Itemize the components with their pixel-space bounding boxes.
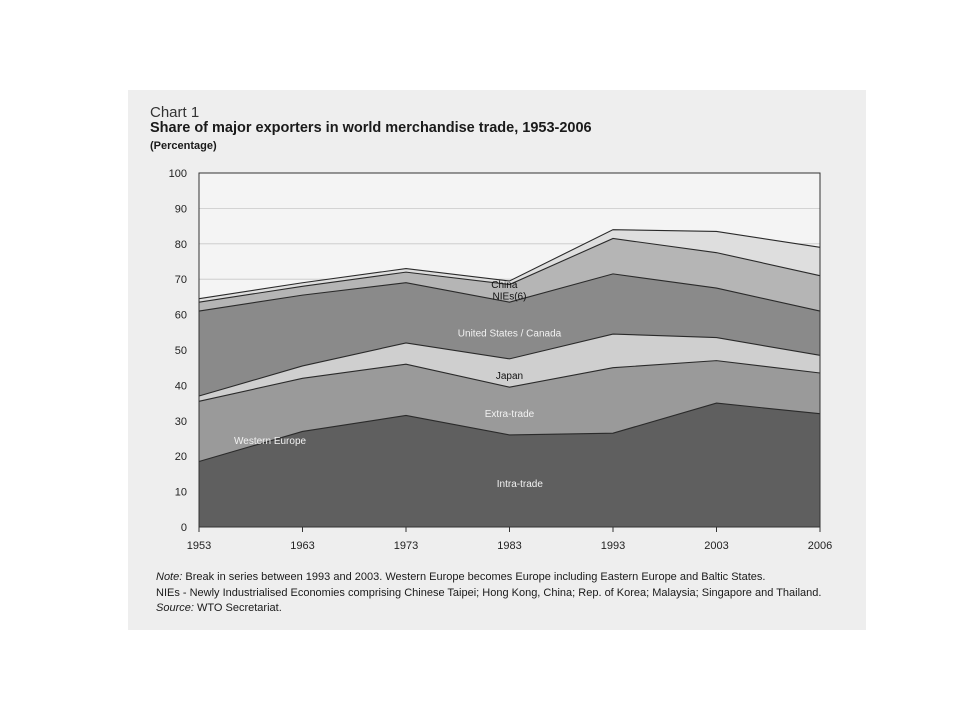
area-label: United States / Canada: [458, 329, 562, 340]
area-label: Japan: [496, 371, 523, 382]
x-tick-label: 1963: [290, 540, 314, 552]
x-tick-label: 1983: [497, 540, 521, 552]
area-intra-trade: [199, 403, 820, 527]
x-tick-label: 1973: [394, 540, 418, 552]
note-text: Break in series between 1993 and 2003. W…: [185, 571, 766, 583]
series-boundary-line: [198, 273, 821, 312]
area-label: China: [491, 280, 518, 291]
note-line: Note: Break in series between 1993 and 2…: [156, 570, 821, 586]
chart-unit: (Percentage): [150, 140, 217, 152]
x-tick-label: 2003: [704, 540, 728, 552]
area-label: Extra-trade: [485, 409, 535, 420]
y-tick-label: 20: [175, 451, 187, 463]
x-tick-label: 2006: [808, 540, 832, 552]
area-extra-trade: [199, 360, 820, 462]
y-tick-label: 80: [175, 239, 187, 251]
nies-line: NIEs - Newly Industrialised Economies co…: [156, 586, 822, 599]
source-text: WTO Secretariat.: [196, 602, 282, 614]
y-tick-label: 100: [169, 168, 187, 180]
area-japan: [199, 334, 820, 402]
series-boundary-line: [198, 402, 821, 463]
y-tick-label: 90: [175, 203, 187, 215]
x-tick-label: 1993: [601, 540, 625, 552]
note-label: Note:: [156, 571, 183, 583]
group-label: Western Europe: [234, 436, 307, 447]
y-tick-label: 40: [175, 380, 187, 392]
y-tick-label: 10: [175, 487, 187, 499]
chart-title: Share of major exporters in world mercha…: [150, 120, 592, 136]
series-boundary-line: [198, 237, 821, 303]
chart-number: Chart 1: [150, 104, 200, 121]
area-nies-6: [199, 238, 820, 312]
y-tick-label: 60: [175, 310, 187, 322]
series-boundary-line: [198, 360, 821, 402]
source-line: Source: WTO Secretariat.: [156, 601, 821, 617]
source-label: Source:: [156, 602, 194, 614]
area-united-states-canada: [199, 273, 820, 397]
chart-notes: Note: Break in series between 1993 and 2…: [156, 570, 821, 617]
x-tick-label: 1953: [187, 540, 211, 552]
area-label: Intra-trade: [497, 479, 544, 490]
series-boundary-line: [198, 229, 821, 300]
y-tick-label: 70: [175, 274, 187, 286]
series-boundary-line: [198, 333, 821, 397]
y-tick-label: 30: [175, 416, 187, 428]
y-tick-label: 50: [175, 345, 187, 357]
y-tick-label: 0: [181, 522, 187, 534]
area-label: NIEs(6): [493, 291, 527, 302]
